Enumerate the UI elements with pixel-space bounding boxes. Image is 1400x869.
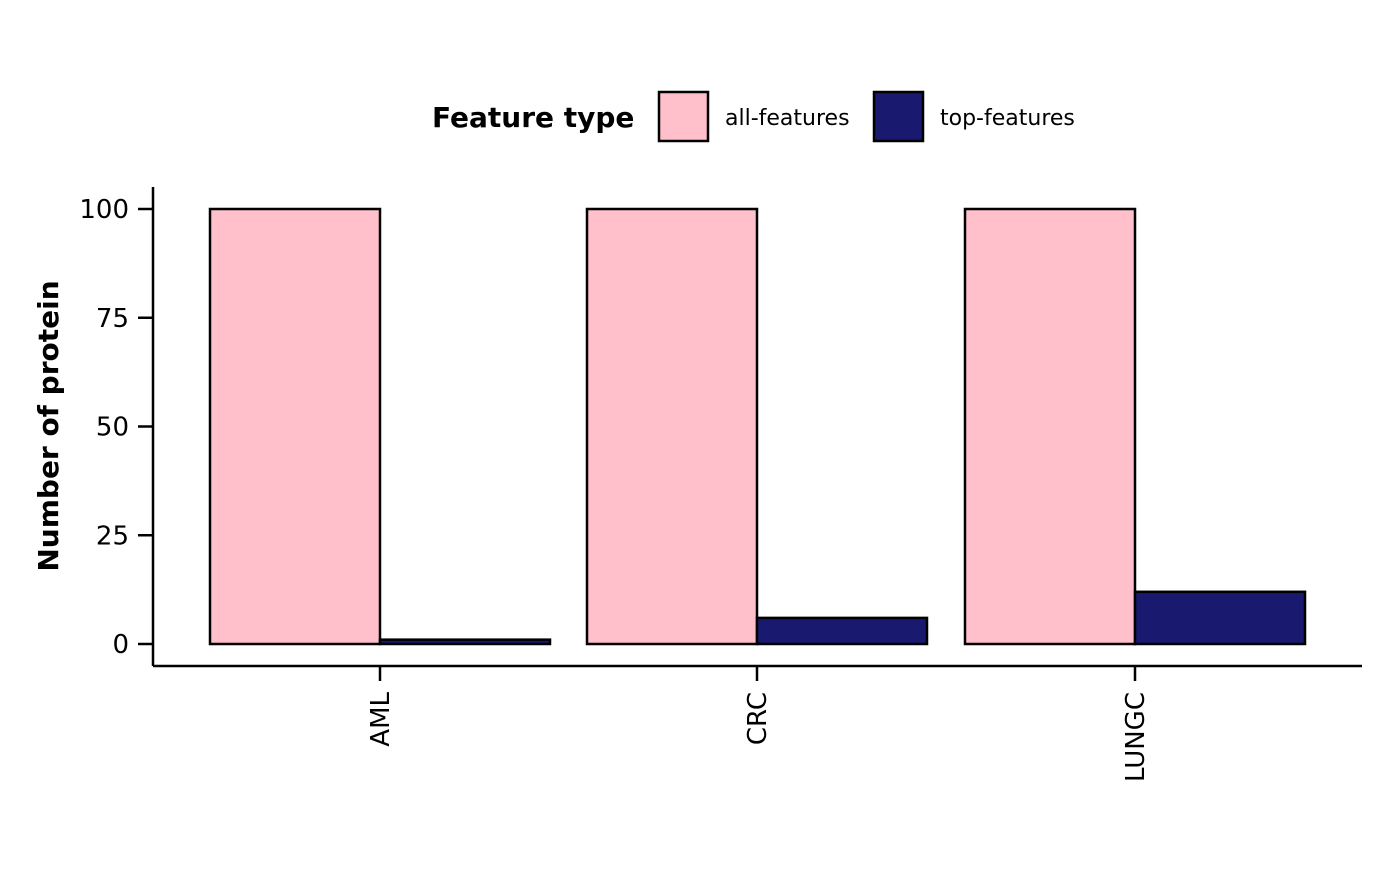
x-axis: AML CRC LUNGC [153, 664, 1362, 782]
x-tick-label-crc: CRC [743, 692, 773, 745]
bar-all-features-lungc [963, 207, 1137, 646]
y-axis-title: Number of protein [32, 280, 65, 571]
legend: Feature type all-features top-features [432, 90, 1075, 143]
y-tick-label-75: 75 [96, 304, 129, 334]
bar-all-features-aml [208, 207, 382, 646]
bar-top-features-lungc [1133, 590, 1307, 646]
legend-title: Feature type [432, 101, 634, 134]
y-tick-label-100: 100 [79, 195, 129, 225]
bar-top-features-crc [755, 616, 929, 646]
x-tick-label-lungc: LUNGC [1121, 692, 1151, 782]
legend-label-all-features: all-features [725, 106, 850, 131]
y-tick-label-25: 25 [96, 521, 129, 551]
bar-all-features-crc [585, 207, 759, 646]
y-axis: 0 25 50 75 100 [79, 187, 155, 666]
bars-layer [208, 207, 1307, 646]
y-tick-label-50: 50 [96, 413, 129, 443]
bar-top-features-aml [378, 638, 552, 646]
x-tick-label-aml: AML [366, 692, 396, 747]
legend-label-top-features: top-features [940, 106, 1075, 131]
legend-swatch-top-features [872, 90, 925, 143]
legend-swatch-all-features [657, 90, 710, 143]
y-tick-label-0: 0 [112, 630, 129, 660]
